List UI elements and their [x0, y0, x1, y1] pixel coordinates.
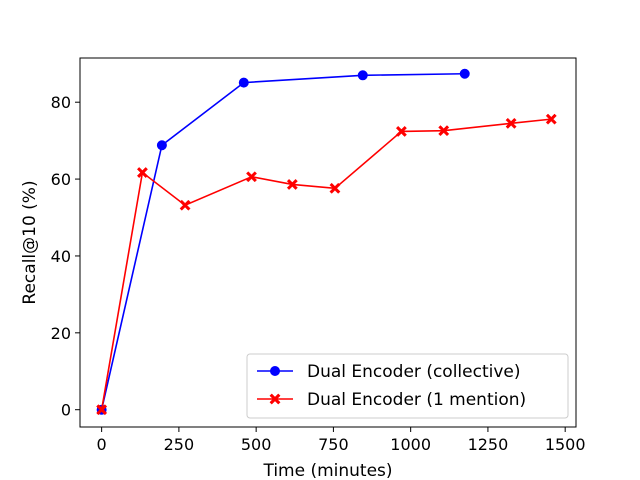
data-point	[179, 199, 191, 211]
series-line	[100, 118, 552, 410]
x-tick-label: 250	[164, 435, 195, 454]
x-tick-label: 1000	[390, 435, 431, 454]
series-2	[96, 113, 557, 416]
y-tick-label: 40	[51, 247, 71, 266]
data-point	[505, 117, 517, 129]
series-layer	[96, 68, 557, 416]
y-axis: 0 20 40 60 80	[51, 93, 80, 420]
x-axis-label: Time (minutes)	[262, 461, 392, 480]
y-tick-label: 80	[51, 93, 71, 112]
data-point	[357, 70, 368, 81]
data-point	[395, 125, 407, 137]
x-tick-label: 500	[241, 435, 272, 454]
x-axis: 0 250 500 750 1000 1250 1500	[97, 427, 586, 454]
legend-item: Dual Encoder (collective)	[257, 362, 521, 382]
legend: Dual Encoder (collective) Dual Encoder (1…	[246, 353, 569, 419]
legend-marker	[270, 366, 280, 376]
data-point	[286, 178, 298, 190]
data-point	[329, 182, 341, 194]
x-tick-label: 0	[97, 435, 107, 454]
data-point	[246, 171, 258, 183]
legend-marker	[269, 393, 281, 405]
data-point	[136, 167, 148, 179]
data-point	[238, 77, 249, 88]
legend-label: Dual Encoder (collective)	[307, 362, 521, 382]
legend-item: Dual Encoder (1 mention)	[257, 390, 526, 410]
legend-label: Dual Encoder (1 mention)	[307, 390, 526, 410]
data-point	[156, 140, 167, 151]
x-tick-label: 750	[318, 435, 349, 454]
y-tick-label: 60	[51, 170, 71, 189]
data-point	[459, 68, 470, 79]
y-tick-label: 0	[61, 401, 71, 420]
legend-box	[246, 353, 569, 419]
data-point	[545, 113, 557, 125]
data-point	[96, 404, 108, 416]
plot-frame	[79, 57, 577, 428]
data-point	[438, 125, 450, 137]
y-axis-label: Recall@10 (%)	[20, 180, 40, 304]
x-tick-label: 1250	[468, 435, 509, 454]
y-tick-label: 20	[51, 324, 71, 343]
x-tick-label: 1500	[545, 435, 586, 454]
